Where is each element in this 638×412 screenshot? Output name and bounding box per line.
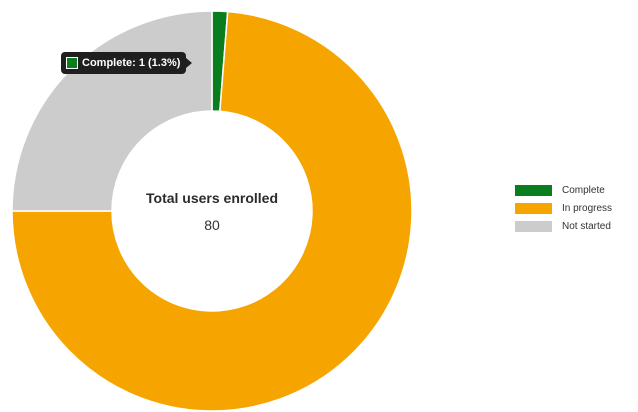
tooltip-swatch <box>66 57 78 69</box>
legend-label-complete: Complete <box>562 184 605 196</box>
slice-in-progress[interactable] <box>11 10 413 412</box>
legend-item-not-started[interactable]: Not started <box>515 218 612 234</box>
legend-swatch-in-progress <box>515 202 552 214</box>
slice-tooltip: Complete: 1 (1.3%) <box>61 52 193 74</box>
center-value: 80 <box>204 217 220 233</box>
legend-label-not-started: Not started <box>562 220 611 232</box>
legend-swatch-complete <box>515 184 552 196</box>
slice-not-started[interactable] <box>11 10 213 212</box>
legend-item-complete[interactable]: Complete <box>515 182 612 198</box>
legend-item-in-progress[interactable]: In progress <box>515 200 612 216</box>
tooltip-arrow <box>186 58 193 68</box>
tooltip-text: Complete: 1 (1.3%) <box>82 57 181 69</box>
legend-swatch-not-started <box>515 220 552 232</box>
chart-legend: Complete In progress Not started <box>515 182 612 236</box>
legend-label-in-progress: In progress <box>562 202 613 214</box>
center-label: Total users enrolled <box>146 190 278 206</box>
